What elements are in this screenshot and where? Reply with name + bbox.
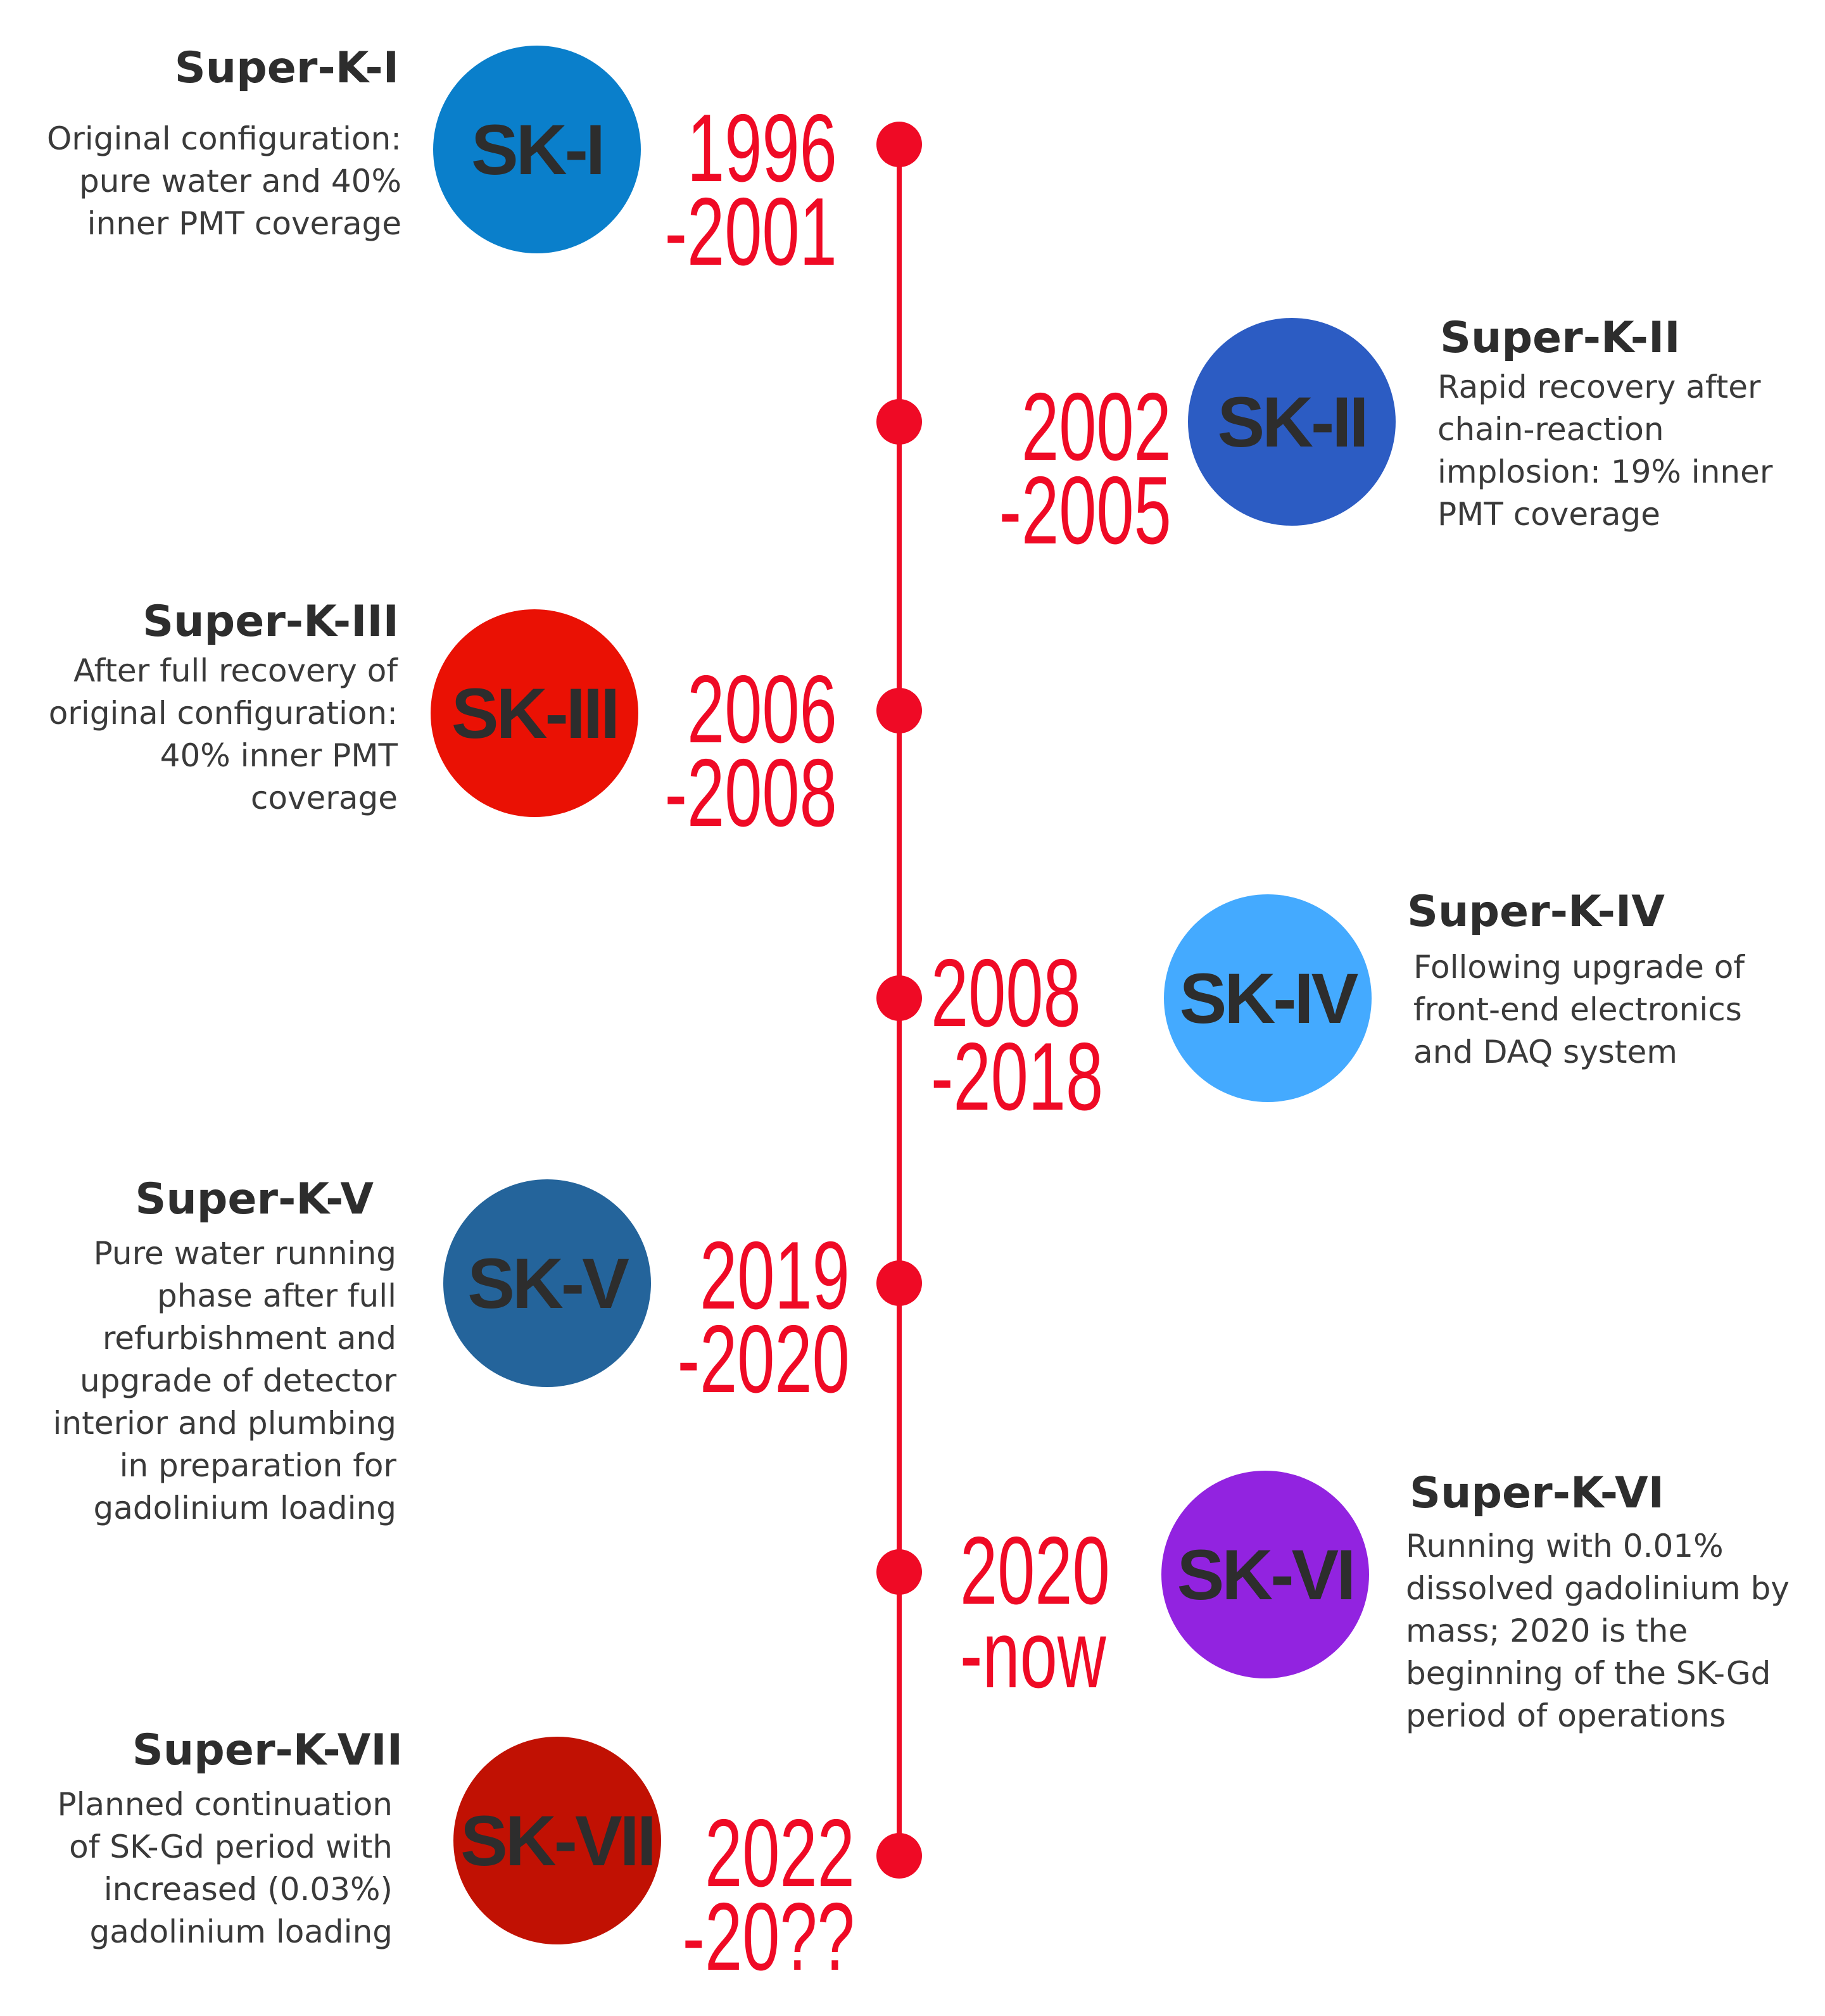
timeline-dot-sk6 bbox=[876, 1549, 922, 1595]
phase-circle-sk3: SK-III bbox=[431, 609, 638, 817]
phase-start-year: 2006 bbox=[687, 656, 837, 763]
timeline-dot-sk4 bbox=[876, 975, 922, 1021]
phase-end-year: -2008 bbox=[664, 739, 837, 847]
phase-description-sk3: After full recovery of original configur… bbox=[48, 652, 398, 816]
phase-years-sk5: 2019 -2020 bbox=[677, 1222, 850, 1413]
timeline-dot-sk1 bbox=[876, 122, 922, 167]
phase-end-year: -2020 bbox=[677, 1305, 850, 1413]
phase-circle-label: SK-III bbox=[451, 673, 620, 753]
phase-end-year: -now bbox=[960, 1601, 1106, 1708]
phase-title-sk6: Super-K-VI bbox=[1410, 1468, 1664, 1518]
phase-description-sk4: Following upgrade of front-end electroni… bbox=[1413, 949, 1745, 1070]
timeline-dot-sk5 bbox=[876, 1260, 922, 1306]
phase-circle-sk7: SK-VII bbox=[453, 1737, 661, 1944]
phase-circle-label: SK-I bbox=[471, 110, 605, 189]
phase-years-sk1: 1996 -2001 bbox=[664, 94, 837, 286]
phase-years-sk7: 2022 -20?? bbox=[682, 1799, 855, 1991]
phase-title-sk3: Super-K-III bbox=[142, 597, 399, 647]
phase-start-year: 2019 bbox=[700, 1222, 850, 1329]
phase-circle-label: SK-V bbox=[467, 1243, 629, 1323]
phase-start-year: 1996 bbox=[687, 94, 837, 202]
phase-description-sk1: Original configuration: pure water and 4… bbox=[46, 120, 401, 242]
phase-years-sk3: 2006 -2008 bbox=[664, 656, 837, 847]
phase-start-year: 2022 bbox=[705, 1799, 855, 1907]
phase-circle-sk5: SK-V bbox=[443, 1179, 651, 1387]
phase-title-sk1: Super-K-I bbox=[174, 43, 399, 93]
phase-circle-label: SK-IV bbox=[1179, 958, 1359, 1038]
phase-years-sk6: 2020 -now bbox=[960, 1517, 1110, 1708]
timeline-dot-sk3 bbox=[876, 688, 922, 733]
phase-description-sk2: Rapid recovery after chain-reaction impl… bbox=[1437, 369, 1773, 533]
phase-start-year: 2008 bbox=[931, 939, 1081, 1047]
phase-circle-label: SK-VI bbox=[1177, 1535, 1356, 1614]
phase-description-sk5: Pure water running phase after full refu… bbox=[53, 1235, 396, 1526]
phase-years-sk2: 2002 -2005 bbox=[999, 373, 1171, 564]
phase-title-sk5: Super-K-V bbox=[135, 1174, 374, 1224]
phase-end-year: -20?? bbox=[682, 1883, 855, 1991]
phase-circle-label: SK-VII bbox=[460, 1801, 657, 1880]
timeline-dot-sk7 bbox=[876, 1833, 922, 1879]
phase-circle-label: SK-II bbox=[1217, 382, 1368, 462]
phase-title-sk2: Super-K-II bbox=[1440, 313, 1681, 363]
phase-description-sk6: Running with 0.01% dissolved gadolinium … bbox=[1406, 1528, 1790, 1734]
phase-years-sk4: 2008 -2018 bbox=[931, 939, 1104, 1131]
phase-circle-sk2: SK-II bbox=[1188, 318, 1396, 526]
timeline-dot-sk2 bbox=[876, 399, 922, 445]
phase-circle-sk1: SK-I bbox=[433, 46, 641, 253]
phase-end-year: -2001 bbox=[664, 178, 837, 286]
phase-circle-sk6: SK-VI bbox=[1161, 1471, 1369, 1678]
phase-description-sk7: Planned continuation of SK-Gd period wit… bbox=[57, 1786, 393, 1950]
phase-circle-sk4: SK-IV bbox=[1164, 894, 1372, 1102]
phase-end-year: -2018 bbox=[931, 1023, 1104, 1131]
phase-end-year: -2005 bbox=[999, 457, 1171, 564]
phase-start-year: 2002 bbox=[1021, 373, 1171, 481]
phase-title-sk7: Super-K-VII bbox=[132, 1725, 403, 1775]
phase-title-sk4: Super-K-IV bbox=[1407, 887, 1665, 937]
phase-start-year: 2020 bbox=[960, 1517, 1110, 1625]
